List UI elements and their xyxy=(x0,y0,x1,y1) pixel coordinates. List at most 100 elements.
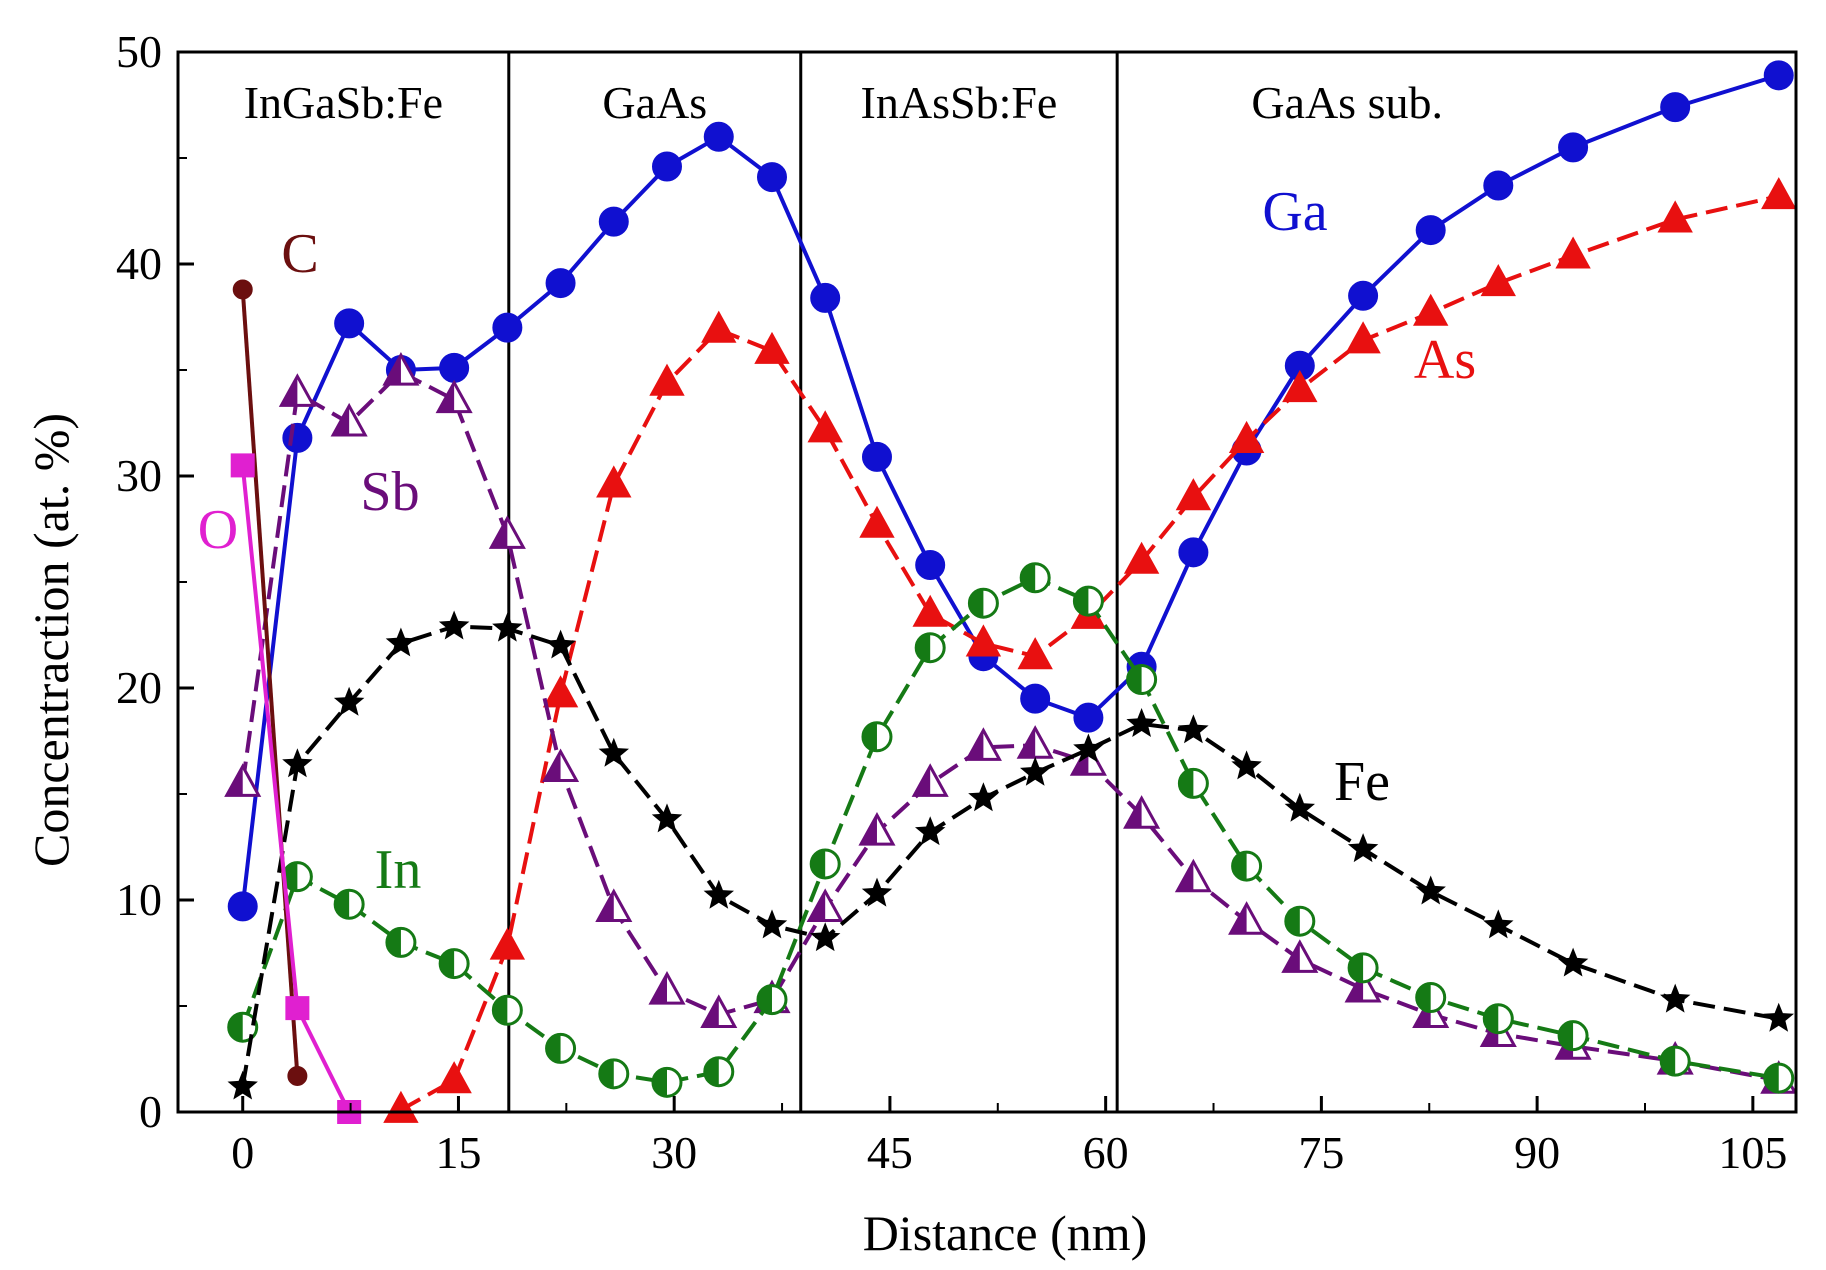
point-as xyxy=(489,927,526,960)
point-ga xyxy=(861,441,892,472)
point-as xyxy=(1123,541,1160,574)
point-ga xyxy=(1178,537,1209,568)
point-ga xyxy=(915,550,946,581)
point-sb xyxy=(1228,901,1266,935)
point-in xyxy=(333,888,365,920)
y-tick-label-30: 30 xyxy=(116,450,162,501)
point-fe xyxy=(1126,708,1157,737)
point-as xyxy=(754,331,790,364)
point-as xyxy=(1228,420,1265,453)
series-line-fe xyxy=(240,624,1780,1087)
point-sb xyxy=(224,763,262,797)
point-fe xyxy=(438,610,470,640)
point-in xyxy=(1347,952,1379,984)
point-fe xyxy=(703,879,734,909)
series-line-ga xyxy=(240,73,1780,907)
series-label-o: O xyxy=(198,499,238,561)
point-in xyxy=(967,587,999,619)
point-o xyxy=(285,996,310,1021)
series-line-in xyxy=(240,575,1780,1085)
point-ga xyxy=(227,891,258,922)
point-in xyxy=(703,1056,735,1088)
point-ga xyxy=(439,352,470,383)
point-as xyxy=(965,624,1002,657)
y-tick-label-40: 40 xyxy=(116,238,162,289)
point-sb xyxy=(595,888,633,922)
point-ga xyxy=(1660,92,1691,123)
point-fe xyxy=(1660,983,1691,1013)
point-in xyxy=(545,1032,577,1064)
point-sb xyxy=(278,373,316,407)
point-c xyxy=(232,279,253,300)
series-label-c: C xyxy=(281,223,318,285)
series-in xyxy=(227,562,1795,1098)
point-in xyxy=(1482,1003,1514,1035)
point-fe xyxy=(492,612,523,642)
point-sb xyxy=(964,727,1002,761)
point-sb xyxy=(648,971,686,1005)
point-fe xyxy=(915,816,946,846)
point-fe xyxy=(1020,756,1051,786)
point-ga xyxy=(1020,683,1051,714)
point-sb xyxy=(435,379,473,414)
y-tick-label-20: 20 xyxy=(116,662,162,713)
y-tick-label-0: 0 xyxy=(139,1086,162,1137)
point-sb xyxy=(382,352,420,386)
point-in xyxy=(1763,1062,1795,1094)
point-ga xyxy=(1558,132,1589,163)
series-sb xyxy=(224,352,1798,1094)
point-ga xyxy=(334,308,365,339)
point-fe xyxy=(1178,714,1209,744)
point-fe xyxy=(810,922,841,952)
point-fe xyxy=(968,782,999,812)
point-sb xyxy=(1123,795,1161,829)
point-in xyxy=(1126,664,1158,696)
series-labels: Ga As Sb In Fe C O xyxy=(198,181,1476,901)
point-ga xyxy=(1348,280,1379,311)
point-ga xyxy=(545,268,576,299)
x-tick-label-60: 60 xyxy=(1083,1127,1129,1178)
x-tick-label-90: 90 xyxy=(1514,1127,1560,1178)
point-sb xyxy=(911,763,949,797)
x-tick-label-30: 30 xyxy=(651,1127,697,1178)
point-in xyxy=(281,861,313,893)
y-tick-label-10: 10 xyxy=(116,874,162,925)
y-axis-title: Concentraction (at. %) xyxy=(23,413,79,867)
series-label-sb: Sb xyxy=(360,461,419,523)
point-as xyxy=(383,1090,419,1123)
point-in xyxy=(809,848,841,880)
point-ga xyxy=(1483,170,1514,201)
point-in xyxy=(491,994,523,1026)
x-tick-label-15: 15 xyxy=(435,1127,481,1178)
point-in xyxy=(861,721,893,753)
point-sb xyxy=(1016,725,1054,759)
point-as xyxy=(542,675,579,708)
point-as xyxy=(1761,177,1797,210)
series-o xyxy=(230,453,362,1124)
point-as xyxy=(912,594,948,627)
series-line-c xyxy=(240,289,300,1077)
series-as xyxy=(383,177,1797,1123)
point-ga xyxy=(492,312,523,343)
point-fe xyxy=(598,737,629,767)
point-fe xyxy=(1483,909,1514,939)
point-in xyxy=(1415,982,1447,1014)
point-as xyxy=(1480,264,1516,297)
axes: 0 15 30 45 60 75 90 105 0 10 20 30 40 50 xyxy=(116,26,1787,1178)
region-label-gaas: GaAs xyxy=(602,77,707,128)
series-line-as xyxy=(399,194,1780,1112)
point-in xyxy=(1072,585,1104,617)
point-in xyxy=(1177,767,1209,799)
point-ga xyxy=(703,121,734,152)
point-fe xyxy=(1557,947,1589,977)
point-as xyxy=(1555,236,1591,269)
point-fe xyxy=(385,627,417,657)
point-fe xyxy=(756,909,788,939)
point-ga xyxy=(810,282,841,313)
point-fe xyxy=(861,877,893,907)
point-sb xyxy=(1174,858,1212,893)
series-fe xyxy=(227,610,1794,1100)
x-tick-label-0: 0 xyxy=(231,1127,254,1178)
point-sb xyxy=(806,888,844,922)
